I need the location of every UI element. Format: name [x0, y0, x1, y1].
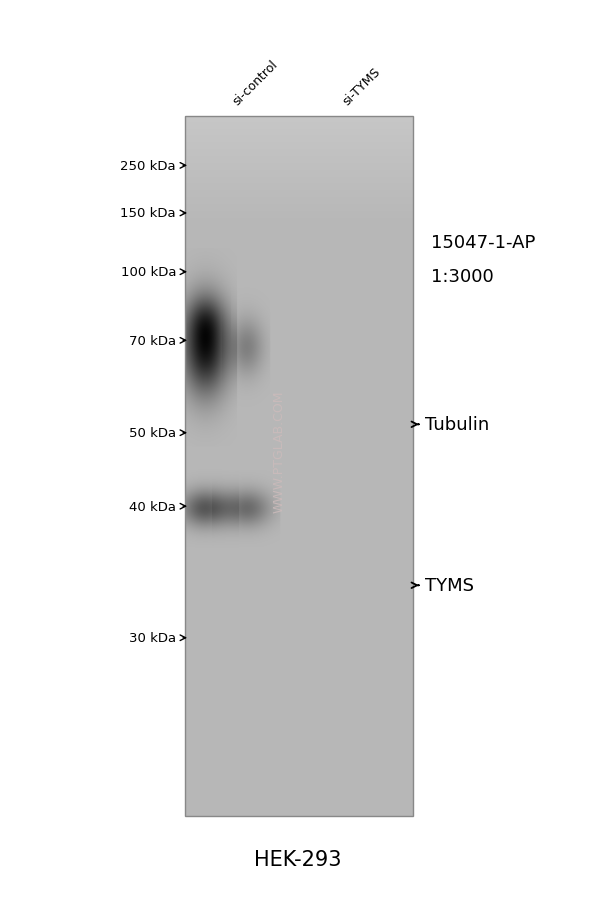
- Text: 70 kDa: 70 kDa: [129, 335, 176, 347]
- Text: 50 kDa: 50 kDa: [129, 427, 176, 439]
- Text: HEK-293: HEK-293: [254, 849, 341, 869]
- Text: TYMS: TYMS: [425, 576, 474, 594]
- Text: 15047-1-AP: 15047-1-AP: [431, 235, 535, 252]
- Text: WWW.PTGLAB.COM: WWW.PTGLAB.COM: [273, 390, 286, 512]
- Text: si-control: si-control: [231, 59, 280, 108]
- Text: Tubulin: Tubulin: [425, 416, 489, 434]
- Text: 250 kDa: 250 kDa: [120, 160, 176, 172]
- Text: 1:3000: 1:3000: [431, 268, 493, 286]
- Text: 40 kDa: 40 kDa: [129, 500, 176, 513]
- Bar: [185, 117, 413, 816]
- Text: si-TYMS: si-TYMS: [340, 66, 382, 108]
- Text: 150 kDa: 150 kDa: [120, 207, 176, 220]
- Text: 30 kDa: 30 kDa: [129, 631, 176, 645]
- Text: 100 kDa: 100 kDa: [121, 266, 176, 279]
